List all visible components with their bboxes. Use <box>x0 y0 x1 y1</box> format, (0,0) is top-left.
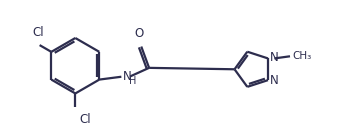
Text: Cl: Cl <box>80 113 91 126</box>
Text: CH₃: CH₃ <box>292 51 312 61</box>
Text: N: N <box>270 51 279 64</box>
Text: O: O <box>135 27 144 40</box>
Text: H: H <box>129 76 136 86</box>
Text: N: N <box>122 70 131 83</box>
Text: Cl: Cl <box>33 26 44 39</box>
Text: N: N <box>270 74 279 87</box>
